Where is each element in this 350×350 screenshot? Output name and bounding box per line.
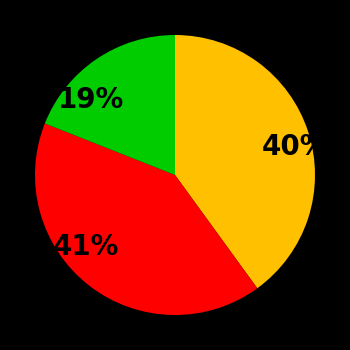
Wedge shape bbox=[35, 124, 257, 315]
Wedge shape bbox=[45, 35, 175, 175]
Wedge shape bbox=[175, 35, 315, 288]
Text: 41%: 41% bbox=[53, 233, 119, 261]
Text: 19%: 19% bbox=[58, 86, 124, 114]
Text: 40%: 40% bbox=[261, 133, 328, 161]
